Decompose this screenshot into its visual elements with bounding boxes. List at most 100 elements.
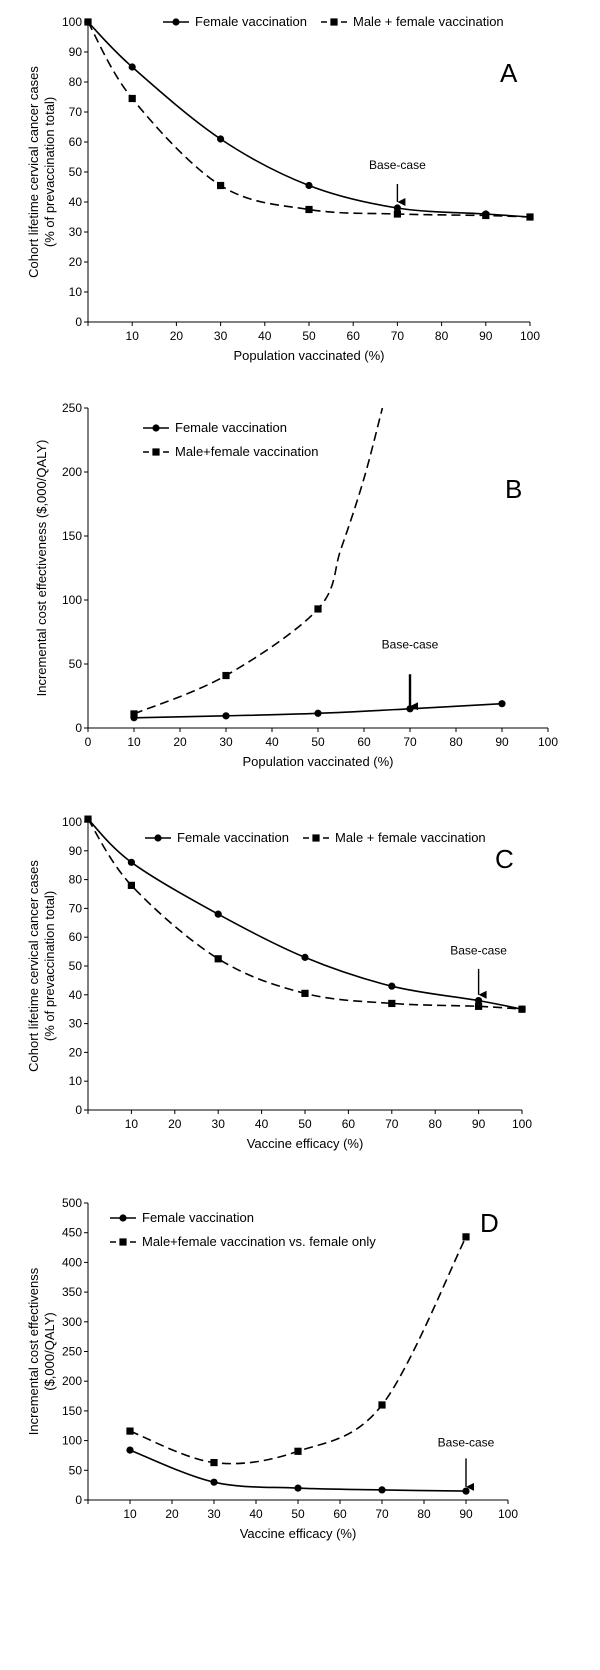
- x-tick-label: 10: [126, 329, 140, 343]
- legend-item: Male+female vaccination vs. female only: [110, 1234, 376, 1249]
- legend-label: Male + female vaccination: [335, 830, 486, 845]
- x-axis-label: Population vaccinated (%): [242, 754, 393, 769]
- data-point: [462, 1233, 470, 1241]
- legend-label: Male+female vaccination: [175, 444, 318, 459]
- chart-panel-d: 0 50 100 150 200 250 300 350 400 450 500 10 20 30 40 50…: [26, 1196, 518, 1541]
- data-point: [214, 910, 222, 918]
- data-point: [84, 18, 92, 26]
- y-tick-label: 100: [62, 1434, 82, 1448]
- legend-marker: [119, 1214, 127, 1222]
- panel-letter: A: [500, 58, 518, 88]
- base-case-label: Base-case: [450, 943, 507, 957]
- x-tick-label: 50: [311, 735, 325, 749]
- x-tick-label: 100: [512, 1117, 532, 1131]
- legend-label: Male+female vaccination vs. female only: [142, 1234, 376, 1249]
- data-point: [128, 94, 136, 103]
- legend-marker: [312, 834, 320, 842]
- series-line: [87, 818, 523, 1010]
- series-male-female-vaccination: [130, 408, 384, 718]
- data-point: [498, 700, 506, 708]
- y-tick-label: 100: [62, 15, 82, 29]
- x-tick-label: 20: [168, 1117, 182, 1131]
- y-tick-label: 90: [69, 844, 83, 858]
- data-point: [84, 815, 92, 823]
- x-tick-label: 20: [165, 1507, 179, 1521]
- y-axis-label: Incremental cost effectivenss: [26, 1267, 41, 1435]
- base-case-label: Base-case: [369, 158, 426, 172]
- x-tick-label: 10: [125, 1117, 139, 1131]
- x-tick-label: 80: [429, 1117, 443, 1131]
- legend-item: Female vaccination: [163, 14, 307, 29]
- data-point: [518, 1005, 526, 1013]
- y-tick-label: 150: [62, 529, 82, 543]
- legend-marker: [154, 834, 162, 842]
- data-point: [314, 709, 322, 717]
- x-tick-label: 20: [170, 329, 184, 343]
- x-tick-label: 30: [219, 735, 233, 749]
- legend-item: Female vaccination: [110, 1210, 254, 1225]
- legend-marker: [152, 448, 160, 456]
- y-tick-label: 300: [62, 1315, 82, 1329]
- data-point: [222, 671, 230, 680]
- y-axis-label: Cohort lifetime cervical cancer cases: [26, 860, 41, 1072]
- y-tick-label: 70: [69, 105, 83, 119]
- y-tick-label: 40: [69, 195, 83, 209]
- x-tick-label: 80: [449, 735, 463, 749]
- data-point: [406, 705, 414, 713]
- x-tick-label: 60: [347, 329, 361, 343]
- y-tick-label: 40: [69, 988, 83, 1002]
- series-line: [133, 408, 384, 715]
- data-point: [126, 1446, 134, 1454]
- data-point: [526, 213, 534, 221]
- data-point: [294, 1447, 302, 1455]
- legend-item: Male + female vaccination: [303, 830, 486, 845]
- x-tick-label: 10: [127, 735, 141, 749]
- legend-label: Male + female vaccination: [353, 14, 504, 29]
- y-tick-label: 50: [69, 657, 83, 671]
- y-tick-label: 200: [62, 465, 82, 479]
- y-axis-label: (% of prevaccination total): [42, 97, 57, 247]
- x-tick-label: 80: [417, 1507, 431, 1521]
- legend-marker: [152, 424, 160, 432]
- data-point: [482, 211, 490, 220]
- y-tick-label: 60: [69, 930, 83, 944]
- y-tick-label: 10: [69, 285, 83, 299]
- x-tick-label: 70: [403, 735, 417, 749]
- data-point: [388, 982, 396, 990]
- series-male-female-vaccination: [84, 815, 526, 1013]
- y-tick-label: 250: [62, 401, 82, 415]
- y-tick-label: 30: [69, 225, 83, 239]
- y-tick-label: 70: [69, 901, 83, 915]
- y-tick-label: 100: [62, 593, 82, 607]
- data-point: [393, 210, 401, 218]
- y-tick-label: 500: [62, 1196, 82, 1210]
- legend-item: Female vaccination: [145, 830, 289, 845]
- legend-marker: [172, 18, 180, 26]
- data-point: [127, 858, 135, 866]
- series-female-vaccination: [126, 1446, 470, 1495]
- legend-label: Female vaccination: [195, 14, 307, 29]
- y-tick-label: 250: [62, 1345, 82, 1359]
- chart-panel-b: 0 50 100 150 200 250 0 10 20 30 40 50 60 70 80 90 100 Pop…: [34, 401, 558, 769]
- x-tick-label: 30: [212, 1117, 226, 1131]
- data-point: [217, 135, 225, 143]
- data-point: [305, 205, 313, 214]
- x-tick-label: 100: [498, 1507, 518, 1521]
- x-tick-label: 60: [333, 1507, 347, 1521]
- data-point: [388, 999, 396, 1008]
- y-axis-label: Cohort lifetime cervical cancer cases: [26, 66, 41, 278]
- x-axis-label: Vaccine efficacy (%): [247, 1136, 364, 1151]
- legend-item: Male+female vaccination: [143, 444, 318, 459]
- data-point: [128, 63, 136, 71]
- x-tick-label: 70: [375, 1507, 389, 1521]
- x-tick-label: 40: [255, 1117, 269, 1131]
- x-tick-label: 10: [123, 1507, 137, 1521]
- y-tick-label: 350: [62, 1285, 82, 1299]
- data-point: [210, 1478, 218, 1486]
- series-male-female-vaccination: [84, 18, 534, 221]
- x-tick-label: 90: [495, 735, 509, 749]
- y-tick-label: 80: [69, 75, 83, 89]
- x-tick-label: 50: [302, 329, 316, 343]
- y-tick-label: 30: [69, 1017, 83, 1031]
